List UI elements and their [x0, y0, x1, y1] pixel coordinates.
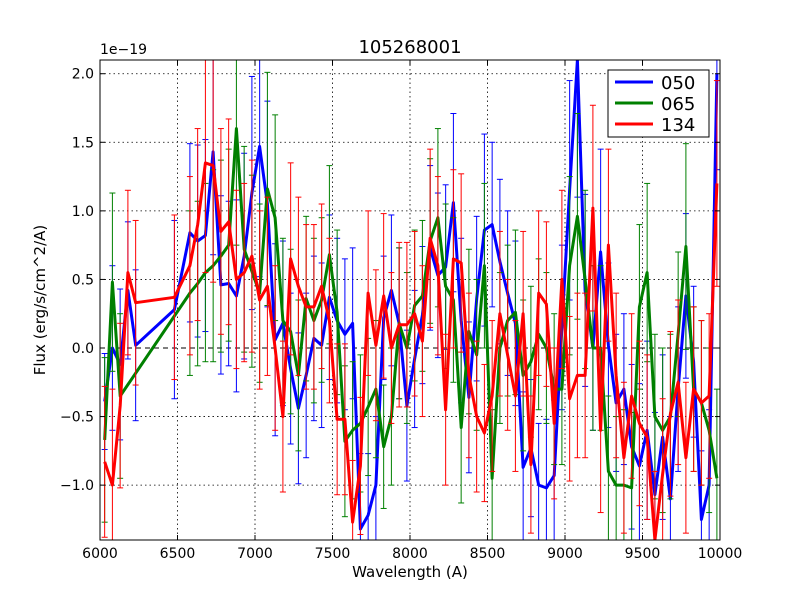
chart-title: 105268001: [358, 37, 461, 58]
x-tick-label: 9500: [625, 546, 661, 562]
axis-ticks: [99, 60, 721, 540]
y-axis-label: Flux (erg/s/cm^2/A): [31, 225, 49, 376]
legend: 050 065 134: [607, 69, 710, 138]
x-tick-label: 8000: [392, 546, 428, 562]
legend-label-050: 050: [661, 73, 695, 94]
y-tick-label: 0.5: [72, 272, 94, 288]
x-tick-label: 6500: [160, 546, 196, 562]
x-tick-label: 9000: [547, 546, 583, 562]
legend-label-134: 134: [661, 115, 695, 136]
legend-label-065: 065: [661, 94, 695, 115]
series-134: [101, 60, 720, 540]
x-tick-label: 8500: [470, 546, 506, 562]
y-tick-label: 0.0: [72, 341, 94, 357]
axis-tick-labels: 6000 6500 7000 7500 8000 8500 9000 9500 10000 −1.…: [60, 67, 742, 562]
x-tick-label: 6000: [82, 546, 118, 562]
x-axis-label: Wavelength (A): [352, 563, 468, 581]
y-tick-label: 1.5: [72, 135, 94, 151]
x-tick-label: 7000: [237, 546, 273, 562]
y-axis-offset-label: 1e−19: [100, 42, 147, 58]
y-tick-label: −0.5: [60, 410, 94, 426]
x-tick-label: 10000: [698, 546, 743, 562]
series-line-134: [103, 161, 719, 540]
y-tick-label: 1.0: [72, 204, 94, 220]
x-tick-label: 7500: [315, 546, 351, 562]
y-tick-label: 2.0: [72, 67, 94, 83]
series-group: [101, 60, 720, 540]
y-tick-label: −1.0: [60, 478, 94, 494]
